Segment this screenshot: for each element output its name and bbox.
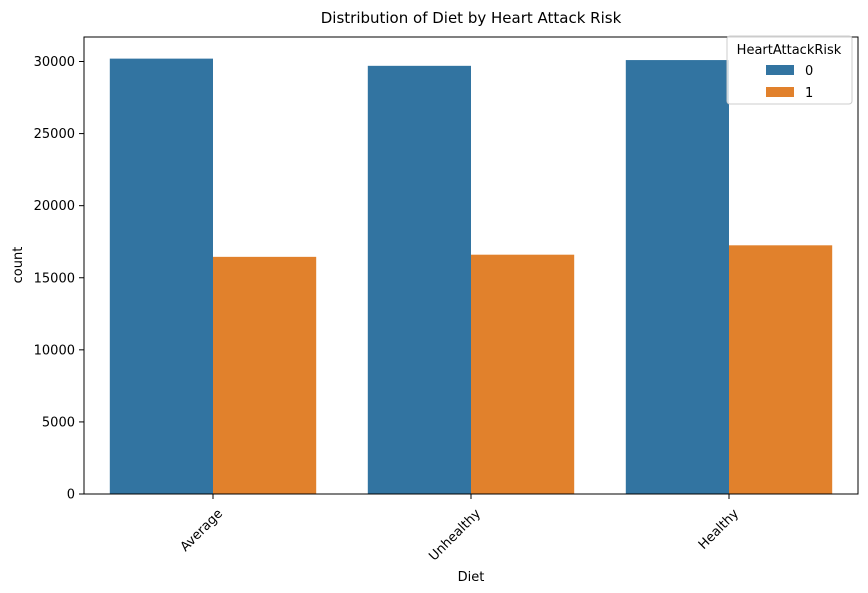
x-tick-label-unhealthy: Unhealthy [426,506,484,564]
chart-title: Distribution of Diet by Heart Attack Ris… [321,9,622,27]
y-tick-label: 25000 [34,127,75,142]
bars-group [109,58,833,495]
bar-healthy-series-1 [729,245,833,494]
bar-average-series-1 [213,256,317,494]
legend-swatch-0 [766,65,794,75]
y-axis-ticks: 0 5000 10000 15000 20000 25000 30000 [34,55,84,503]
x-axis-label: Diet [458,570,485,585]
y-tick-label: 0 [67,488,75,503]
y-tick-label: 5000 [42,415,75,430]
y-tick-label: 30000 [34,55,75,70]
x-tick-label-healthy: Healthy [696,506,742,552]
legend-title: HeartAttackRisk [737,43,842,58]
legend-label-0: 0 [805,64,813,79]
x-axis-ticks: Average Unhealthy Healthy [178,494,742,564]
bar-healthy-series-0 [625,60,729,494]
bar-average-series-0 [109,58,213,495]
legend-swatch-1 [766,87,794,97]
y-tick-label: 10000 [34,343,75,358]
y-tick-label: 20000 [34,199,75,214]
y-axis-label: count [11,247,26,284]
plot-frame [83,36,859,495]
y-tick-label: 15000 [34,271,75,286]
bar-unhealthy-series-1 [471,254,575,494]
legend-label-1: 1 [805,86,813,101]
legend: HeartAttackRisk 0 1 [726,35,853,105]
bar-unhealthy-series-0 [367,65,471,494]
x-tick-label-average: Average [178,506,226,554]
